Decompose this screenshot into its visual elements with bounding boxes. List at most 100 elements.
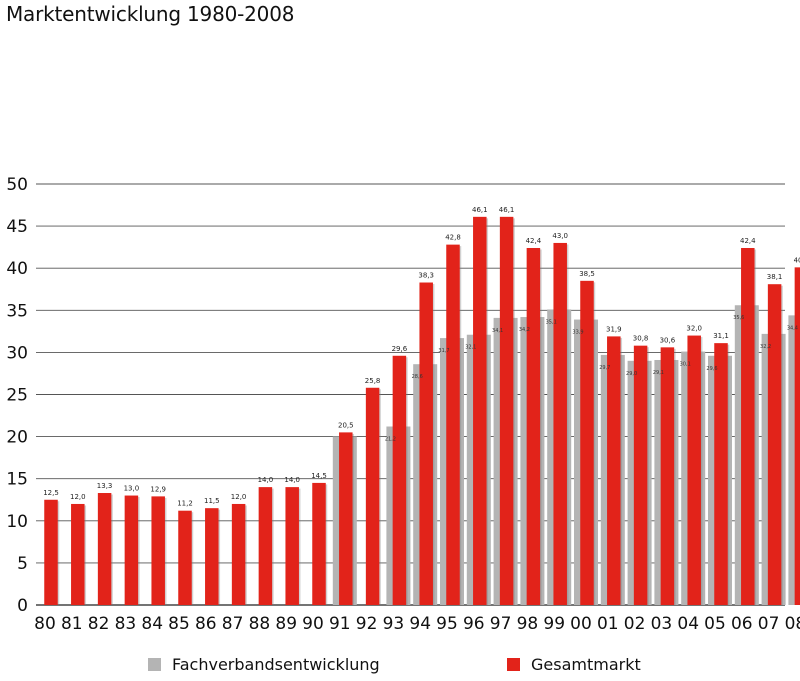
gesamtmarkt-bar-95 [446, 244, 460, 605]
y-axis: 0 5 10 15 20 25 30 35 40 45 50 [6, 175, 28, 616]
gesamtmarkt-data-label: 25,8 [365, 377, 381, 385]
gesamtmarkt-data-labels: 12,5 12,0 13,3 13,0 12,9 11,2 11,5 12,0 14,0 14,0… [43, 206, 800, 508]
fachverband-data-label: 33,9 [572, 330, 583, 336]
fachverband-data-label: 28,6 [412, 374, 423, 380]
y-tick-label: 35 [6, 301, 28, 321]
gesamtmarkt-bar-83 [124, 495, 139, 605]
chart-title: Marktentwicklung 1980-2008 [6, 2, 295, 26]
gesamtmarkt-data-label: 32,0 [686, 325, 702, 333]
x-tick-label: 95 [436, 614, 458, 634]
fachverband-data-label: 35,6 [733, 315, 744, 321]
gesamtmarkt-data-label: 12,0 [231, 493, 247, 501]
fachverband-data-label: 30,1 [680, 362, 691, 368]
legend-label-gesamtmarkt: Gesamtmarkt [531, 655, 641, 674]
gesamtmarkt-data-label: 20,5 [338, 421, 354, 429]
gesamtmarkt-data-label: 38,5 [579, 270, 595, 278]
x-tick-label: 04 [677, 614, 699, 634]
legend-label-fachverband: Fachverbandsentwicklung [172, 655, 380, 674]
gesamtmarkt-data-label: 14,5 [311, 472, 327, 480]
gesamtmarkt-data-label: 12,5 [43, 489, 59, 497]
legend-swatch-fachverband [148, 658, 161, 671]
x-tick-label: 05 [704, 614, 726, 634]
gesamtmarkt-bar-06 [741, 247, 755, 605]
gesamtmarkt-data-label: 12,9 [150, 485, 166, 493]
x-tick-label: 82 [88, 614, 110, 634]
fachverband-bar-08 [788, 315, 800, 605]
gesamtmarkt-bar-88 [258, 487, 273, 605]
gesamtmarkt-data-label: 30,6 [660, 336, 676, 344]
fachverband-data-label: 32,2 [760, 344, 771, 350]
gesamtmarkt-bar-98 [526, 247, 541, 605]
x-tick-label: 96 [463, 614, 485, 634]
x-tick-label: 99 [543, 614, 565, 634]
y-tick-label: 40 [6, 259, 28, 279]
y-tick-label: 15 [6, 470, 28, 490]
y-tick-label: 30 [6, 343, 28, 363]
x-tick-label: 84 [141, 614, 163, 634]
x-tick-label: 06 [731, 614, 753, 634]
fachverband-data-label: 31,7 [438, 348, 449, 354]
gesamtmarkt-bar-96 [473, 216, 487, 605]
fachverband-data-label: 35,1 [546, 319, 557, 325]
x-tick-label: 94 [409, 614, 431, 634]
gesamtmarkt-data-label: 11,5 [204, 497, 220, 505]
x-tick-label: 86 [195, 614, 217, 634]
gesamtmarkt-data-label: 42,4 [526, 237, 542, 245]
y-tick-label: 0 [17, 596, 28, 616]
fachverband-data-label: 32,1 [465, 345, 476, 351]
gesamtmarkt-bar-03 [660, 347, 675, 605]
gesamtmarkt-data-label: 38,3 [418, 272, 434, 280]
gesamtmarkt-data-label: 42,4 [740, 237, 756, 245]
gesamtmarkt-bar-04 [687, 335, 701, 605]
gesamtmarkt-data-label: 30,8 [633, 335, 649, 343]
gesamtmarkt-bar-87 [231, 503, 246, 605]
y-tick-label: 45 [6, 217, 28, 237]
gesamtmarkt-bar-01 [607, 336, 621, 605]
gesamtmarkt-data-label: 40,1 [794, 256, 800, 264]
x-tick-label: 92 [356, 614, 378, 634]
gesamtmarkt-data-label: 13,3 [97, 482, 113, 490]
gesamtmarkt-bar-94 [419, 282, 433, 605]
gesamtmarkt-data-label: 12,0 [70, 493, 86, 501]
gesamtmarkt-bar-89 [285, 487, 299, 605]
gesamtmarkt-bar-91 [339, 432, 353, 605]
legend: Fachverbandsentwicklung Gesamtmarkt [148, 655, 641, 674]
fachverband-data-label: 21,2 [385, 436, 396, 442]
fachverband-data-label: 29,1 [653, 370, 664, 376]
y-tick-label: 50 [6, 175, 28, 195]
gesamtmarkt-bar-86 [205, 508, 219, 605]
x-tick-label: 08 [785, 614, 800, 634]
gesamtmarkt-bar-08 [794, 267, 800, 605]
gesamtmarkt-bar-80 [44, 499, 58, 605]
fachverband-data-label: 29,0 [626, 371, 637, 377]
gesamtmarkt-data-label: 38,1 [767, 273, 783, 281]
x-tick-label: 98 [517, 614, 539, 634]
y-tick-label: 5 [17, 554, 28, 574]
gesamtmarkt-data-label: 42,8 [445, 234, 461, 242]
legend-swatch-gesamtmarkt [507, 658, 520, 671]
x-tick-label: 89 [275, 614, 297, 634]
gesamtmarkt-bar-93 [392, 355, 407, 605]
y-tick-label: 20 [6, 428, 28, 448]
fachverband-data-label: 34,2 [519, 327, 530, 333]
gesamtmarkt-data-label: 46,1 [499, 206, 515, 214]
gesamtmarkt-data-label: 29,6 [392, 345, 408, 353]
gesamtmarkt-data-label: 31,9 [606, 325, 622, 333]
x-tick-label: 80 [34, 614, 56, 634]
y-tick-label: 25 [6, 386, 28, 406]
x-tick-label: 81 [61, 614, 83, 634]
gesamtmarkt-bar-00 [580, 280, 594, 605]
gesamtmarkt-bar-90 [312, 482, 326, 605]
gesamtmarkt-data-label: 31,1 [713, 332, 729, 340]
x-tick-label: 85 [168, 614, 190, 634]
gesamtmarkt-bar-81 [71, 503, 85, 605]
gesamtmarkt-bars [44, 216, 800, 605]
x-tick-label: 83 [115, 614, 137, 634]
fachverband-data-label: 34,4 [787, 325, 798, 331]
fachverband-data-label: 34,1 [492, 328, 503, 334]
x-tick-label: 90 [302, 614, 324, 634]
x-tick-label: 88 [249, 614, 271, 634]
gesamtmarkt-data-label: 14,0 [284, 476, 300, 484]
fachverband-data-labels: 21,2 28,6 31,7 32,1 34,1 34,2 35,1 33,9 29,7 29,0… [385, 315, 798, 442]
